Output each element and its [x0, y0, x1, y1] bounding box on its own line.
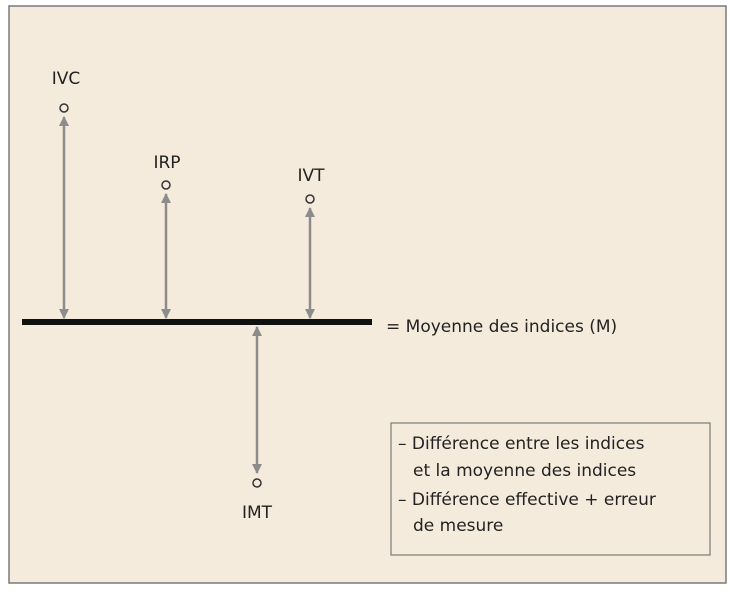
node-label: IVT: [297, 166, 325, 186]
legend-line: et la moyenne des indices: [413, 461, 636, 481]
node-point: [305, 194, 315, 204]
node-point: [252, 478, 262, 488]
legend-line: de mesure: [413, 516, 503, 536]
legend-line: – Différence effective + erreur: [398, 490, 656, 510]
legend-box: [390, 422, 711, 556]
node-point: [59, 103, 69, 113]
node-label: IRP: [153, 153, 180, 173]
node-point: [161, 180, 171, 190]
node-label: IMT: [242, 503, 273, 523]
mean-label: = Moyenne des indices (M): [386, 317, 617, 337]
legend-line: – Différence entre les indices: [398, 434, 645, 454]
node-label: IVC: [52, 69, 81, 89]
